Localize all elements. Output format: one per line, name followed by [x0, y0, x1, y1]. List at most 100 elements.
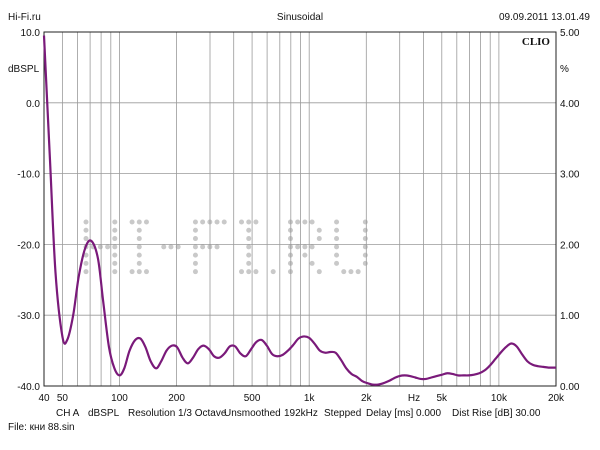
watermark-dot — [348, 269, 354, 275]
watermark-dot — [143, 219, 149, 225]
watermark-dot — [316, 236, 322, 242]
watermark-dot — [112, 252, 118, 258]
watermark-dot — [239, 269, 245, 275]
y-axis-label: dBSPL — [8, 64, 40, 75]
watermark-dot — [246, 269, 252, 275]
watermark-dot — [112, 269, 118, 275]
watermark-dot — [239, 219, 245, 225]
watermark-dot — [168, 244, 174, 250]
watermark-dot — [309, 260, 315, 266]
smoothing-label: Unsmoothed — [224, 408, 281, 419]
x-tick-label: 20k — [548, 393, 565, 404]
series-line-response — [42, 35, 557, 386]
hifi-watermark — [83, 219, 368, 275]
x-axis-label: Hz — [408, 393, 420, 404]
watermark-dot — [136, 252, 142, 258]
unit-label: dBSPL — [88, 408, 120, 419]
watermark-dot — [192, 260, 198, 266]
y-tick-label: -10.0 — [17, 170, 40, 181]
watermark-dot — [136, 244, 142, 250]
watermark-dot — [200, 244, 206, 250]
watermark-dot — [83, 227, 89, 233]
file-name: File: кни 88.sin — [8, 422, 75, 433]
y-right-tick-label: 5.00 — [560, 28, 580, 39]
watermark-dot — [246, 227, 252, 233]
watermark-dot — [143, 269, 149, 275]
y-right-tick-labels: 5.00 4.00 3.00 2.00 1.00 0.00 — [560, 28, 580, 393]
watermark-dot — [362, 252, 368, 258]
y-tick-label: -20.0 — [17, 240, 40, 251]
y-right-axis-label: % — [560, 64, 569, 75]
x-tick-label: 200 — [168, 393, 185, 404]
watermark-dot — [192, 269, 198, 275]
watermark-dot — [112, 236, 118, 242]
watermark-dot — [302, 244, 308, 250]
watermark-dot — [316, 227, 322, 233]
x-tick-label: 2k — [361, 393, 373, 404]
watermark-dot — [355, 269, 361, 275]
watermark-dot — [192, 219, 198, 225]
watermark-dot — [362, 244, 368, 250]
watermark-dot — [246, 219, 252, 225]
x-tick-label: 50 — [57, 393, 69, 404]
watermark-dot — [83, 260, 89, 266]
watermark-dot — [253, 219, 259, 225]
watermark-dot — [362, 219, 368, 225]
x-tick-label: 5k — [437, 393, 449, 404]
watermark-dot — [214, 244, 220, 250]
watermark-dot — [192, 252, 198, 258]
watermark-dot — [192, 236, 198, 242]
watermark-dot — [200, 219, 206, 225]
watermark-dot — [192, 227, 198, 233]
clio-brand: CLIO — [522, 36, 551, 48]
x-tick-label: 100 — [111, 393, 128, 404]
watermark-dot — [83, 252, 89, 258]
watermark-dot — [112, 219, 118, 225]
delay-label: Delay [ms] 0.000 — [366, 408, 442, 419]
plot-area — [43, 31, 557, 387]
watermark-dot — [362, 236, 368, 242]
watermark-dot — [136, 260, 142, 266]
watermark-dot — [129, 219, 135, 225]
y-tick-label: -40.0 — [17, 382, 40, 393]
watermark-dot — [253, 269, 259, 275]
watermark-dot — [334, 244, 340, 250]
x-tick-label: 40 — [38, 393, 50, 404]
watermark-dot — [105, 244, 111, 250]
watermark-dot — [246, 244, 252, 250]
watermark-dot — [362, 260, 368, 266]
y-right-tick-label: 2.00 — [560, 240, 580, 251]
watermark-dot — [221, 219, 227, 225]
watermark-dot — [112, 244, 118, 250]
watermark-dot — [112, 260, 118, 266]
watermark-dot — [295, 244, 301, 250]
x-tick-label: 1k — [304, 393, 316, 404]
y-tick-labels: 10.0 0.0 -10.0 -20.0 -30.0 -40.0 — [17, 28, 40, 393]
watermark-dot — [334, 252, 340, 258]
watermark-dot — [246, 260, 252, 266]
y-tick-label: -30.0 — [17, 311, 40, 322]
watermark-dot — [316, 269, 322, 275]
watermark-dot — [129, 269, 135, 275]
y-right-tick-label: 0.00 — [560, 382, 580, 393]
resolution-label: Resolution 1/3 Octave — [128, 408, 227, 419]
watermark-dot — [83, 269, 89, 275]
site-name: Hi-Fi.ru — [8, 12, 41, 23]
watermark-dot — [246, 236, 252, 242]
y-right-tick-label: 4.00 — [560, 99, 580, 110]
watermark-dot — [334, 260, 340, 266]
watermark-dot — [295, 219, 301, 225]
watermark-dot — [362, 227, 368, 233]
watermark-dot — [136, 227, 142, 233]
watermark-dot — [334, 227, 340, 233]
x-tick-label: 10k — [491, 393, 508, 404]
stepped-label: Stepped — [324, 408, 362, 419]
watermark-dot — [136, 269, 142, 275]
x-tick-labels: 40 50 100 200 500 1k 2k 5k 10k 20k Hz — [38, 393, 565, 404]
x-tick-label: 500 — [244, 393, 261, 404]
watermark-dot — [136, 219, 142, 225]
watermark-dot — [83, 236, 89, 242]
y-tick-label: 0.0 — [26, 99, 40, 110]
